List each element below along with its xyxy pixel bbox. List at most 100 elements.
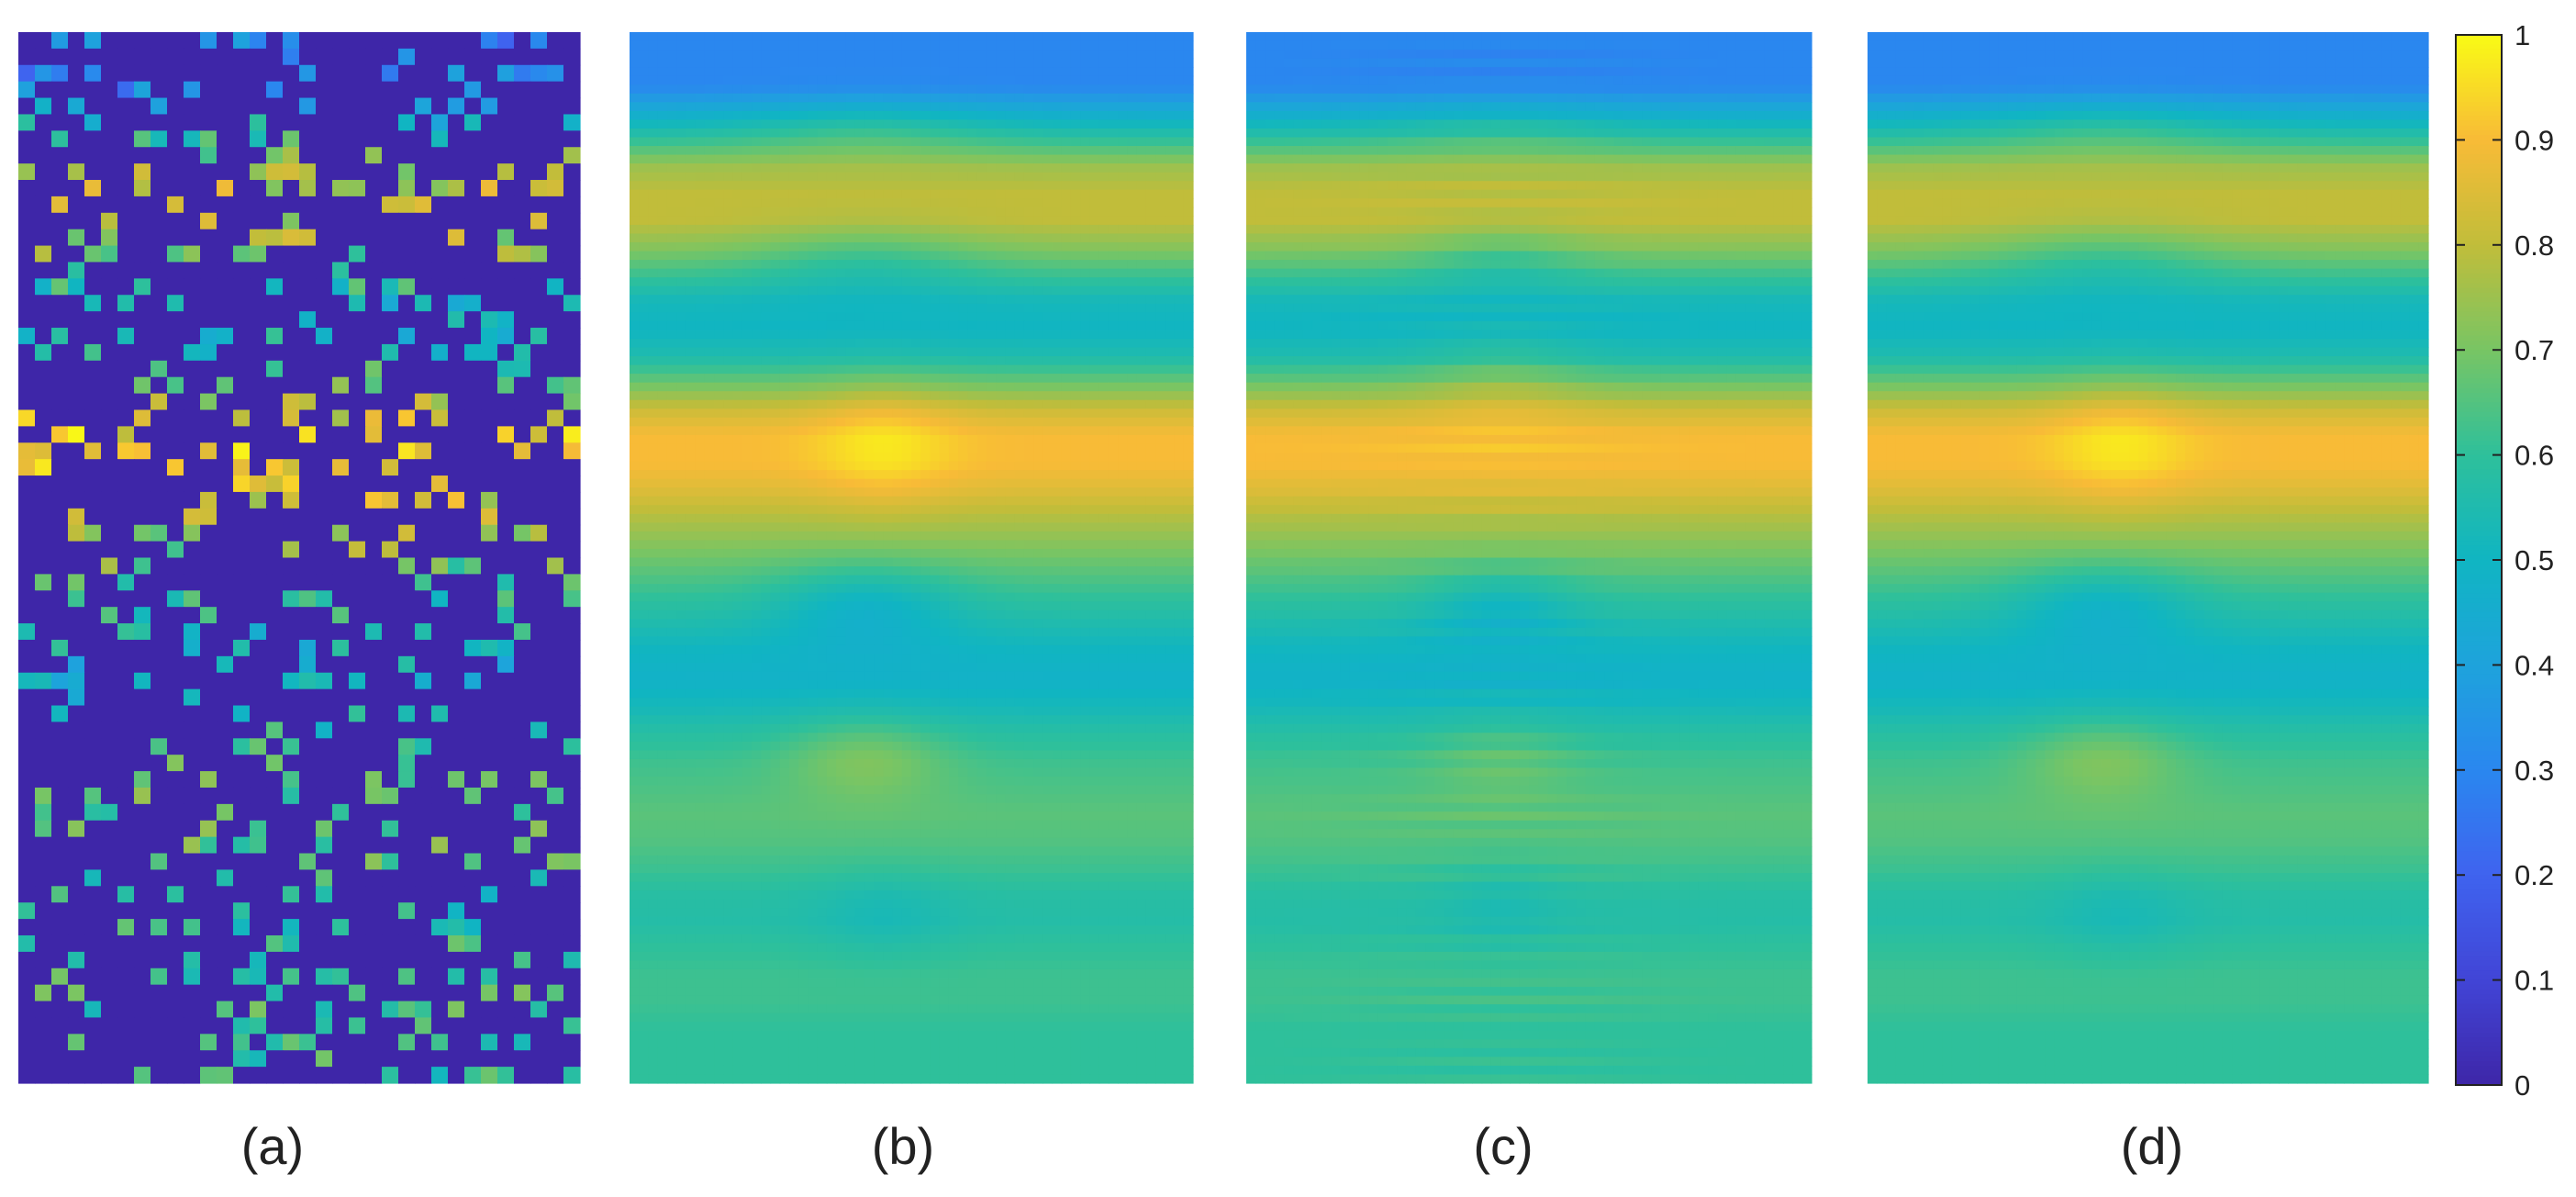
heatmap-cell <box>780 426 790 435</box>
heatmap-cell <box>51 590 69 607</box>
heatmap-cell <box>818 374 828 383</box>
heatmap-cell <box>514 788 531 804</box>
heatmap-cell <box>1024 400 1034 409</box>
heatmap-cell <box>1127 365 1137 375</box>
heatmap-cell <box>1062 207 1072 217</box>
heatmap-cell <box>1146 129 1156 138</box>
heatmap-cell <box>1015 94 1025 103</box>
heatmap-cell <box>1127 163 1137 173</box>
heatmap-cell <box>233 738 251 755</box>
heatmap-cell <box>808 269 818 278</box>
heatmap-cell <box>977 269 987 278</box>
heatmap-cell <box>266 1017 284 1034</box>
heatmap-cell <box>864 163 875 173</box>
heatmap-cell <box>761 59 771 68</box>
heatmap-cell <box>836 400 846 409</box>
heatmap-cell <box>667 252 677 261</box>
heatmap-cell <box>18 886 36 902</box>
heatmap-cell <box>883 50 893 59</box>
heatmap-cell <box>714 252 724 261</box>
heatmap-cell <box>1155 76 1165 85</box>
heatmap-cell <box>667 418 677 427</box>
heatmap-cell <box>563 722 581 738</box>
heatmap-cell <box>1127 190 1137 199</box>
heatmap-cell <box>514 82 531 98</box>
heatmap-cell <box>930 408 940 418</box>
heatmap-cell <box>1089 67 1099 76</box>
heatmap-cell <box>1071 84 1081 94</box>
heatmap-cell <box>789 32 799 41</box>
heatmap-cell <box>1175 277 1185 286</box>
heatmap-cell <box>723 277 733 286</box>
heatmap-cell <box>1099 400 1110 409</box>
heatmap-cell <box>530 673 548 689</box>
heatmap-cell <box>35 837 52 854</box>
heatmap-cell <box>1118 269 1128 278</box>
heatmap-cell <box>845 163 855 173</box>
heatmap-cell <box>497 229 515 246</box>
heatmap-cell <box>530 49 548 65</box>
heatmap-cell <box>250 542 267 558</box>
heatmap-cell <box>911 391 921 400</box>
heatmap-cell <box>250 409 267 426</box>
heatmap-cell <box>365 607 383 623</box>
heatmap-cell <box>84 706 102 722</box>
heatmap-cell <box>949 84 959 94</box>
heatmap-cell <box>18 640 36 656</box>
heatmap-cell <box>996 41 1006 50</box>
heatmap-cell <box>930 163 940 173</box>
heatmap-cell <box>101 196 118 213</box>
heatmap-cell <box>714 216 724 225</box>
heatmap-cell <box>332 525 350 542</box>
heatmap-cell <box>1089 76 1099 85</box>
heatmap-cell <box>714 312 724 321</box>
heatmap-cell <box>920 181 931 190</box>
heatmap-cell <box>920 233 931 242</box>
heatmap-cell <box>200 804 217 821</box>
heatmap-cell <box>117 673 135 689</box>
heatmap-cell <box>316 196 333 213</box>
heatmap-cell <box>481 442 498 459</box>
heatmap-cell <box>316 1017 333 1034</box>
heatmap-cell <box>911 365 921 375</box>
heatmap-cell <box>497 1067 515 1083</box>
heatmap-cell <box>977 277 987 286</box>
heatmap-cell <box>167 755 184 771</box>
heatmap-cell <box>117 1017 135 1034</box>
heatmap-cell <box>705 383 715 392</box>
heatmap-cell <box>808 260 818 269</box>
heatmap-cell <box>18 213 36 229</box>
heatmap-cell <box>1099 260 1110 269</box>
heatmap-cell <box>398 394 416 410</box>
heatmap-cell <box>316 919 333 935</box>
heatmap-cell <box>845 252 855 261</box>
heatmap-cell <box>68 607 85 623</box>
heatmap-cell <box>117 65 135 82</box>
heatmap-cell <box>316 426 333 442</box>
heatmap-cell <box>1184 32 1194 41</box>
heatmap-cell <box>1184 225 1194 234</box>
heatmap-cell <box>893 286 903 296</box>
heatmap-cell <box>987 173 997 182</box>
heatmap-cell <box>117 755 135 771</box>
heatmap-cell <box>398 344 416 361</box>
heatmap-cell <box>1184 242 1194 252</box>
heatmap-cell <box>1043 155 1053 164</box>
heatmap-cell <box>398 262 416 278</box>
heatmap-cell <box>1043 348 1053 357</box>
heatmap-cell <box>1175 312 1185 321</box>
heatmap-cell <box>911 330 921 339</box>
heatmap-cell <box>382 196 399 213</box>
heatmap-cell <box>84 542 102 558</box>
heatmap-cell <box>217 886 234 902</box>
heatmap-cell <box>1109 252 1119 261</box>
heatmap-cell <box>1080 348 1090 357</box>
heatmap-cell <box>68 558 85 575</box>
heatmap-cell <box>1175 198 1185 207</box>
heatmap-cell <box>1080 102 1090 111</box>
heatmap-cell <box>780 400 790 409</box>
heatmap-cell <box>217 722 234 738</box>
heatmap-cell <box>349 361 366 377</box>
heatmap-cell <box>1155 356 1165 365</box>
heatmap-cell <box>761 76 771 85</box>
